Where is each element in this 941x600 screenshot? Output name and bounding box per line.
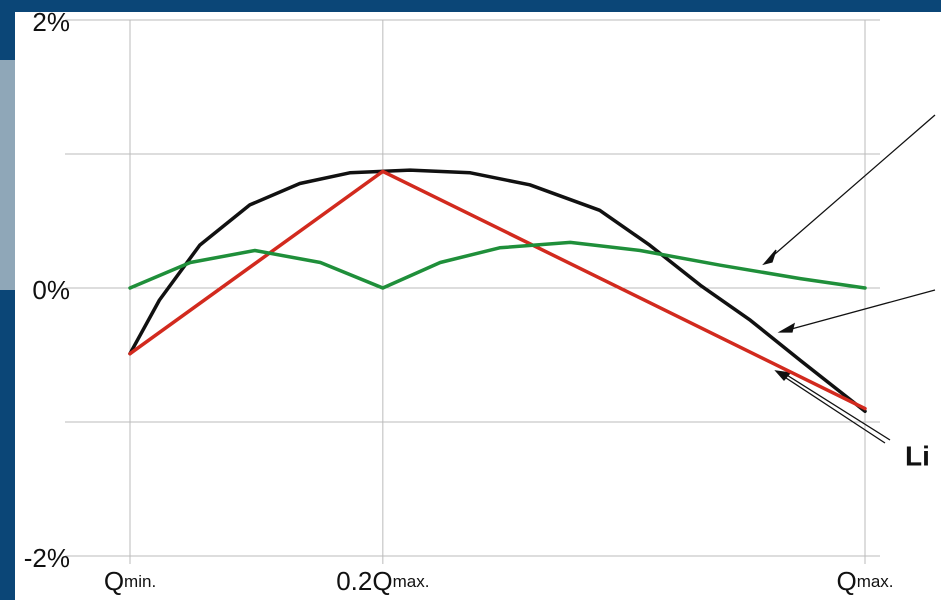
y-tick-label: 0%	[32, 275, 70, 305]
arrow	[781, 371, 891, 441]
x-tick-label-main: 0.2Q	[336, 566, 392, 596]
plot-background	[15, 12, 941, 600]
arrow	[779, 373, 886, 444]
y-tick-label: -2%	[24, 543, 70, 573]
x-tick-label-sub: min.	[124, 572, 156, 591]
x-tick-label: Qmax.	[836, 566, 893, 596]
x-tick-label-main: Q	[104, 566, 124, 596]
arrow-head	[777, 322, 796, 333]
series-line	[128, 240, 867, 290]
series-line	[128, 169, 867, 411]
x-tick-label: 0.2Qmax.	[336, 566, 429, 596]
x-tick-label-sub: max.	[857, 572, 894, 591]
series-line	[128, 168, 867, 414]
arrows	[762, 114, 936, 444]
side-image	[0, 60, 15, 290]
arrow-head	[774, 370, 792, 381]
x-tick-label-sub: max.	[393, 572, 430, 591]
y-tick-label: 2%	[32, 7, 70, 37]
annotation: Li	[905, 440, 930, 471]
arrow	[767, 114, 936, 261]
arrow-head	[762, 249, 777, 266]
arrow	[783, 289, 936, 332]
x-tick-label: Qmin.	[104, 566, 156, 596]
x-tick-label-main: Q	[836, 566, 856, 596]
